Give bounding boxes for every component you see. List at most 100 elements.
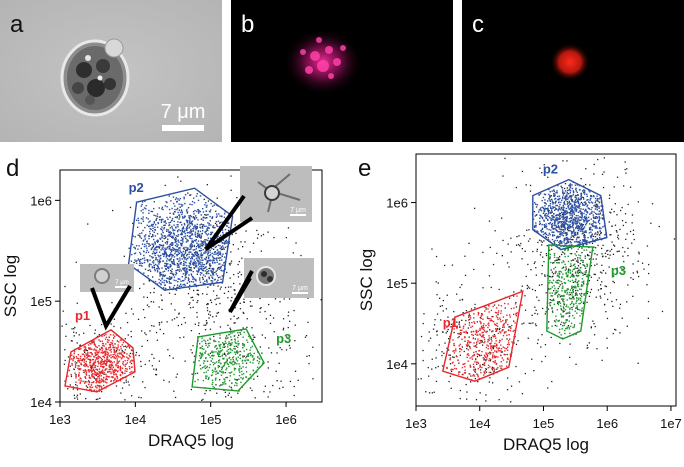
event-dot — [501, 365, 502, 366]
event-dot — [589, 202, 590, 203]
event-dot — [582, 233, 583, 234]
event-dot — [105, 334, 106, 335]
event-dot — [105, 351, 106, 352]
event-dot — [97, 366, 98, 367]
event-dot — [185, 275, 186, 276]
event-dot — [188, 223, 189, 224]
event-dot — [581, 218, 582, 219]
event-dot — [141, 366, 142, 367]
event-dot — [219, 379, 220, 380]
event-dot — [143, 221, 144, 222]
event-dot — [461, 284, 462, 285]
event-dot — [181, 252, 182, 253]
event-dot — [499, 317, 500, 318]
event-dot — [173, 250, 174, 251]
event-dot — [473, 352, 474, 353]
event-dot — [231, 344, 232, 345]
event-dot — [469, 337, 470, 338]
event-dot — [462, 367, 463, 368]
event-dot — [86, 372, 87, 373]
event-dot — [567, 192, 568, 193]
event-dot — [148, 238, 149, 239]
event-dot — [127, 368, 128, 369]
event-dot — [153, 245, 154, 246]
event-dot — [86, 364, 87, 365]
event-dot — [468, 315, 469, 316]
event-dot — [491, 310, 492, 311]
event-dot — [121, 372, 122, 373]
event-dot — [226, 240, 227, 241]
event-dot — [202, 230, 203, 231]
event-dot — [77, 365, 78, 366]
event-dot — [131, 336, 132, 337]
event-dot — [592, 238, 593, 239]
event-dot — [222, 382, 223, 383]
event-dot — [491, 337, 492, 338]
event-dot — [76, 362, 77, 363]
event-dot — [432, 392, 433, 393]
event-dot — [178, 248, 179, 249]
event-dot — [170, 243, 171, 244]
event-dot — [485, 394, 486, 395]
event-dot — [169, 286, 170, 287]
event-dot — [204, 239, 205, 240]
event-dot — [230, 349, 231, 350]
event-dot — [245, 376, 246, 377]
event-dot — [183, 251, 184, 252]
event-dot — [585, 224, 586, 225]
event-dot — [217, 269, 218, 270]
event-dot — [202, 226, 203, 227]
event-dot — [605, 256, 606, 257]
event-dot — [638, 276, 639, 277]
event-dot — [208, 314, 209, 315]
event-dot — [575, 258, 576, 259]
event-dot — [190, 261, 191, 262]
event-dot — [238, 370, 239, 371]
event-dot — [142, 244, 143, 245]
event-dot — [161, 284, 162, 285]
event-dot — [72, 340, 73, 341]
event-dot — [535, 267, 536, 268]
event-dot — [607, 318, 608, 319]
event-dot — [80, 382, 81, 383]
event-dot — [201, 218, 202, 219]
event-dot — [92, 387, 93, 388]
event-dot — [183, 228, 184, 229]
event-dot — [593, 222, 594, 223]
event-dot — [561, 186, 562, 187]
event-dot — [102, 345, 103, 346]
event-dot — [487, 327, 488, 328]
event-dot — [113, 374, 114, 375]
event-dot — [450, 363, 451, 364]
event-dot — [187, 235, 188, 236]
event-dot — [582, 224, 583, 225]
event-dot — [227, 297, 228, 298]
event-dot — [210, 209, 211, 210]
event-dot — [639, 253, 640, 254]
event-dot — [458, 373, 459, 374]
event-dot — [103, 343, 104, 344]
event-dot — [597, 198, 598, 199]
event-dot — [583, 197, 584, 198]
event-dot — [203, 340, 204, 341]
event-dot — [201, 253, 202, 254]
event-dot — [94, 367, 95, 368]
event-dot — [222, 232, 223, 233]
event-dot — [178, 264, 179, 265]
event-dot — [498, 350, 499, 351]
event-dot — [208, 268, 209, 269]
event-dot — [224, 380, 225, 381]
event-dot — [246, 363, 247, 364]
event-dot — [466, 391, 467, 392]
event-dot — [190, 349, 191, 350]
event-dot — [213, 254, 214, 255]
event-dot — [504, 327, 505, 328]
event-dot — [496, 307, 497, 308]
event-dot — [110, 354, 111, 355]
event-dot — [177, 281, 178, 282]
event-dot — [190, 307, 191, 308]
event-dot — [492, 335, 493, 336]
event-dot — [189, 285, 190, 286]
event-dot — [141, 397, 142, 398]
event-dot — [129, 384, 130, 385]
